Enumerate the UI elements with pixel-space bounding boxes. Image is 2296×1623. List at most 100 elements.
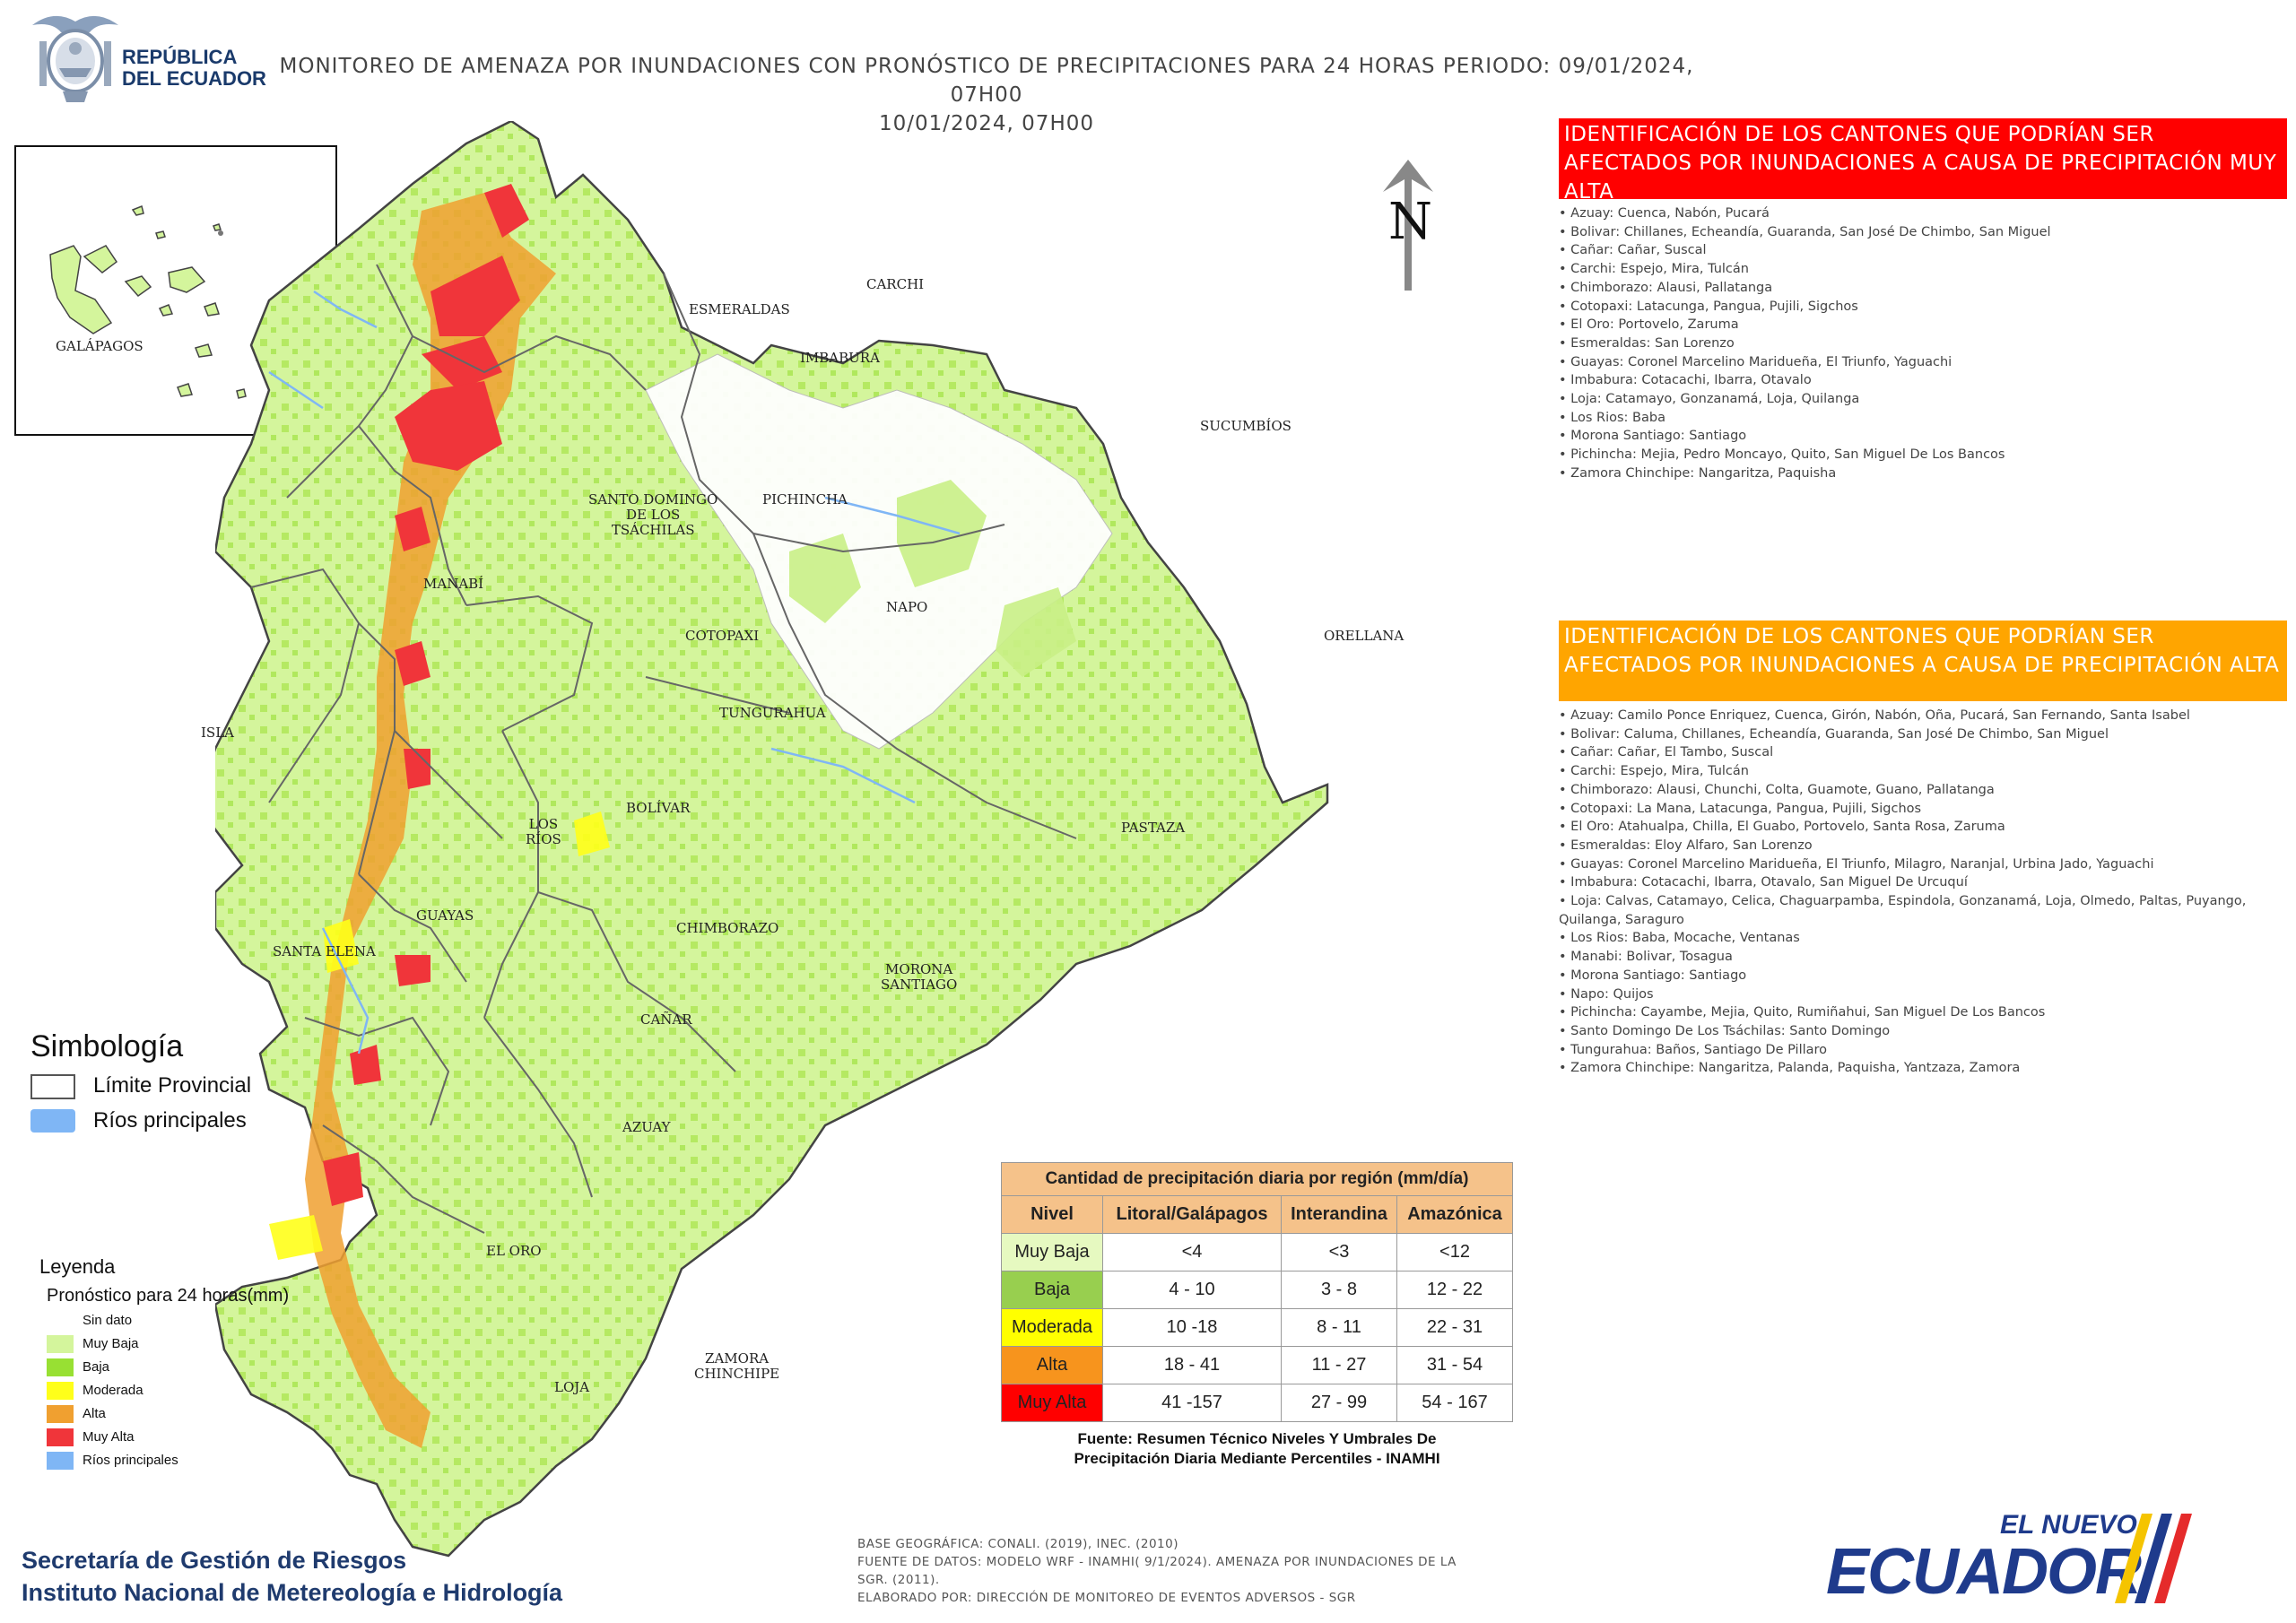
legend-swatch bbox=[47, 1428, 74, 1446]
brand-small: EL NUEVO bbox=[2000, 1510, 2137, 1540]
label-guayas: GUAYAS bbox=[416, 907, 474, 924]
label-pichincha: PICHINCHA bbox=[762, 491, 848, 508]
label-chimborazo: CHIMBORAZO bbox=[676, 920, 779, 936]
canton-list-item: • Guayas: Coronel Marcelino Maridueña, E… bbox=[1559, 856, 2154, 872]
canton-list-item: • Loja: Catamayo, Gonzanamá, Loja, Quila… bbox=[1559, 392, 1860, 407]
credits-fuente-1: FUENTE DE DATOS: MODELO WRF - INAMHI( 9/… bbox=[857, 1555, 1457, 1569]
title-line-1: MONITOREO DE AMENAZA POR INUNDACIONES CO… bbox=[279, 55, 1694, 107]
panel-muy-alta-list: • Azuay: Cuenca, Nabón, Pucará • Bolivar:… bbox=[1559, 204, 2287, 483]
table-header-cell: Amazónica bbox=[1396, 1195, 1513, 1234]
label-orellana: ORELLANA bbox=[1324, 628, 1405, 644]
table-value-cell: <4 bbox=[1102, 1233, 1282, 1271]
table-level-cell: Moderada bbox=[1001, 1308, 1103, 1347]
legend-item: Muy Baja bbox=[47, 1335, 289, 1353]
canton-list-item: • Zamora Chinchipe: Nangaritza, Palanda,… bbox=[1559, 1061, 2021, 1076]
label-loja: LOJA bbox=[554, 1379, 590, 1395]
table-header-cell: Litoral/Galápagos bbox=[1102, 1195, 1282, 1234]
brand-big: ECUADOR bbox=[1826, 1536, 2142, 1608]
boundary-label: Límite Provincial bbox=[93, 1073, 252, 1098]
label-bolivar: BOLÍVAR bbox=[626, 800, 691, 816]
canton-list-item: • Loja: Calvas, Catamayo, Celica, Chagua… bbox=[1559, 894, 2247, 909]
canton-list-item: • El Oro: Atahualpa, Chilla, El Guabo, P… bbox=[1559, 820, 2005, 835]
table-value-cell: 54 - 167 bbox=[1396, 1384, 1513, 1422]
canton-list-item: • Esmeraldas: Eloy Alfaro, San Lorenzo bbox=[1559, 838, 1813, 853]
table-value-cell: 10 -18 bbox=[1102, 1308, 1282, 1347]
canton-list-item: • Azuay: Cuenca, Nabón, Pucará bbox=[1559, 206, 1770, 221]
legend-label: Sin dato bbox=[83, 1312, 133, 1328]
legend-item: Muy Alta bbox=[47, 1428, 289, 1446]
table-source-1: Fuente: Resumen Técnico Niveles Y Umbral… bbox=[1077, 1430, 1437, 1447]
canton-list-item: • Morona Santiago: Santiago bbox=[1559, 429, 1747, 444]
canton-list-item: • Chimborazo: Alausi, Chunchi, Colta, Gu… bbox=[1559, 782, 1995, 797]
title-line-2: 10/01/2024, 07H00 bbox=[878, 112, 1094, 135]
credits: BASE GEOGRÁFICA: CONALI. (2019), INEC. (… bbox=[857, 1535, 1457, 1607]
rivers-label: Ríos principales bbox=[93, 1107, 247, 1133]
canton-list-item: • Los Rios: Baba bbox=[1559, 410, 1665, 425]
canton-list-item: • Guayas: Coronel Marcelino Maridueña, E… bbox=[1559, 354, 1952, 369]
table-value-cell: 27 - 99 bbox=[1281, 1384, 1397, 1422]
label-imbabura: IMBABURA bbox=[800, 350, 880, 366]
table-row: Moderada 10 -18 8 - 11 22 - 31 bbox=[1001, 1308, 1513, 1347]
table-value-cell: 3 - 8 bbox=[1281, 1271, 1397, 1309]
canton-list-item: • Bolivar: Chillanes, Echeandía, Guarand… bbox=[1559, 224, 2051, 239]
canton-list-item: • Bolivar: Caluma, Chillanes, Echeandía,… bbox=[1559, 726, 2109, 742]
canton-list-item: • Manabi: Bolivar, Tosagua bbox=[1559, 950, 1733, 965]
table-level-cell: Muy Baja bbox=[1001, 1233, 1103, 1271]
table-value-cell: 4 - 10 bbox=[1102, 1271, 1282, 1309]
legend-item: Moderada bbox=[47, 1382, 289, 1400]
map-title: MONITOREO DE AMENAZA POR INUNDACIONES CO… bbox=[269, 52, 1704, 138]
label-tungurahua: TUNGURAHUA bbox=[719, 705, 826, 721]
label-sucumbios: SUCUMBÍOS bbox=[1200, 418, 1292, 434]
table-value-cell: 41 -157 bbox=[1102, 1384, 1282, 1422]
legend-items: Sin dato Muy Baja Baja Moderada Alta Muy Alta… bbox=[47, 1312, 289, 1470]
canton-list-item: • Imbabura: Cotacachi, Ibarra, Otavalo bbox=[1559, 373, 1812, 388]
table-row: Alta 18 - 41 11 - 27 31 - 54 bbox=[1001, 1346, 1513, 1384]
label-azuay: AZUAY bbox=[622, 1119, 671, 1135]
legend-swatch bbox=[47, 1405, 74, 1423]
panel-muy-alta: IDENTIFICACIÓN DE LOS CANTONES QUE PODRÍ… bbox=[1559, 118, 2287, 483]
credits-elaborado: ELABORADO POR: DIRECCIÓN DE MONITOREO DE… bbox=[857, 1591, 1356, 1605]
galapagos-label: GALÁPAGOS bbox=[56, 338, 144, 354]
canton-list-item: • Tungurahua: Baños, Santiago De Pillaro bbox=[1559, 1042, 1828, 1057]
legend-title: Leyenda bbox=[39, 1255, 116, 1278]
table-value-cell: <3 bbox=[1281, 1233, 1397, 1271]
canton-list-item: • Carchi: Espejo, Mira, Tulcán bbox=[1559, 262, 1749, 277]
precip-table-block: Cantidad de precipitación diaria por reg… bbox=[1001, 1162, 1513, 1469]
label-esmeraldas: ESMERALDAS bbox=[689, 301, 790, 317]
canton-list-item: • Cañar: Cañar, El Tambo, Suscal bbox=[1559, 745, 1774, 760]
canton-list-item: • Los Rios: Baba, Mocache, Ventanas bbox=[1559, 931, 1800, 946]
label-napo: NAPO bbox=[886, 599, 928, 615]
label-el-oro: EL ORO bbox=[486, 1243, 542, 1259]
precip-table: Cantidad de precipitación diaria por reg… bbox=[1001, 1162, 1513, 1422]
north-arrow: N bbox=[1381, 158, 1435, 292]
legend-subtitle: Pronóstico para 24 horas(mm) bbox=[47, 1286, 290, 1306]
credits-fuente-2: SGR. (2011). bbox=[857, 1573, 940, 1587]
canton-list-item: • Pichincha: Mejia, Pedro Moncayo, Quito… bbox=[1559, 447, 2005, 463]
label-santo-domingo: SANTO DOMINGO DE LOS TSÁCHILAS bbox=[588, 491, 718, 538]
credits-base: BASE GEOGRÁFICA: CONALI. (2019), INEC. (… bbox=[857, 1537, 1178, 1551]
legend-item: Sin dato bbox=[47, 1312, 289, 1330]
label-los-rios: LOS RÍOS bbox=[526, 816, 561, 847]
symbology-title: Simbología bbox=[30, 1029, 184, 1063]
table-value-cell: 22 - 31 bbox=[1396, 1308, 1513, 1347]
canton-list-item: Quilanga, Saraguro bbox=[1559, 912, 1684, 927]
canton-list-item: • Santo Domingo De Los Tsáchilas: Santo … bbox=[1559, 1023, 1891, 1038]
brand-logo: EL NUEVO ECUADOR bbox=[1821, 1506, 2197, 1608]
legend-label: Alta bbox=[83, 1405, 106, 1421]
table-value-cell: 18 - 41 bbox=[1102, 1346, 1282, 1384]
north-label: N bbox=[1388, 193, 1432, 251]
legend-label: Moderada bbox=[83, 1382, 144, 1398]
coat-of-arms-logo bbox=[27, 5, 124, 106]
legend-label: Muy Alta bbox=[83, 1428, 135, 1445]
symbology-boundary: Límite Provincial bbox=[30, 1073, 251, 1099]
table-value-cell: 31 - 54 bbox=[1396, 1346, 1513, 1384]
canton-list-item: • Azuay: Camilo Ponce Enriquez, Cuenca, … bbox=[1559, 708, 2190, 723]
label-morona: MORONA SANTIAGO bbox=[881, 961, 958, 993]
map-svg bbox=[196, 119, 1329, 1558]
label-isla: ISLA bbox=[201, 725, 234, 741]
canton-list-item: • Zamora Chinchipe: Nangaritza, Paquisha bbox=[1559, 465, 1837, 481]
canton-list-item: • Carchi: Espejo, Mira, Tulcán bbox=[1559, 764, 1749, 779]
label-canar: CAÑAR bbox=[640, 1011, 692, 1028]
label-manabi: MANABÍ bbox=[423, 576, 484, 592]
legend-label: Baja bbox=[83, 1358, 110, 1375]
